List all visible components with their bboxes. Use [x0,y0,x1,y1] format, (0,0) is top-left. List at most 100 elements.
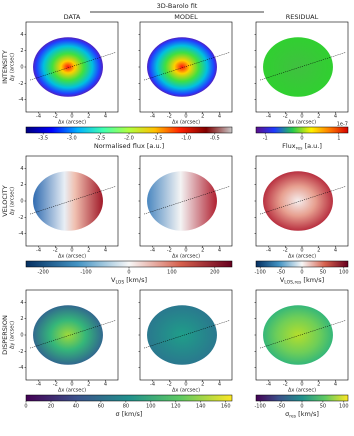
x-tick-label: 4 [104,248,107,254]
major-axis [259,52,347,81]
y-tick-label: 4 [20,32,23,38]
colorbar-tick-label: -0.5 [210,136,220,142]
map [263,305,333,365]
x-tick-label: -4 [36,248,41,254]
x-tick-label: 2 [201,248,204,254]
x-axis-label: Δx (arcsec) [172,120,200,126]
x-tick-label: 0 [300,382,303,388]
y-axis-label: Δy (arcsec) [10,321,16,349]
major-axis [29,320,117,349]
colorbar-tick-label: 60 [98,404,104,410]
x-tick-label: 2 [317,382,320,388]
x-axis-label: Δx (arcsec) [58,254,86,260]
label-main: V [280,276,285,284]
colorbar-offset: 1e-7 [337,122,348,128]
colorbar-tick-label: 0 [300,404,303,410]
x-tick-label: 2 [87,248,90,254]
y-tick-label: -4 [19,231,24,237]
x-tick-label: 0 [184,382,187,388]
x-axis-label: Δx (arcsec) [172,388,200,394]
colorbar-tick-label: 50 [320,270,326,276]
x-tick-label: -2 [283,382,288,388]
x-tick-label: -2 [283,114,288,120]
colorbar [255,126,349,134]
x-tick-label: 2 [317,114,320,120]
figure-title: 3D-Barolo fit [157,2,198,10]
x-tick-label: -2 [283,248,288,254]
row-label: DISPERSION [1,315,9,355]
colorbar-tick-label: 160 [221,404,231,410]
map [147,37,217,97]
y-tick-label: 4 [20,166,23,172]
x-tick-label: -2 [167,248,172,254]
x-tick-label: -2 [167,382,172,388]
y-tick-label: 2 [20,182,23,188]
colorbar-tick-label: -2.5 [96,136,106,142]
colorbar-tick-label: 0 [127,270,130,276]
colorbar-tick-label: 200 [210,270,220,276]
y-tick-label: 0 [20,65,23,71]
label-subscript: LOS,res [284,279,302,285]
x-tick-label: 4 [104,382,107,388]
y-tick-label: 0 [20,199,23,205]
colorbar-tick-label: 1 [337,136,340,142]
x-axis-label: Δx (arcsec) [172,254,200,260]
map [33,171,103,231]
x-tick-label: 4 [334,248,337,254]
colorbar-tick-label: 0 [24,404,27,410]
x-axis-label: Δx (arcsec) [58,120,86,126]
x-tick-label: 2 [87,114,90,120]
major-axis [259,320,347,349]
x-tick-label: 0 [70,248,73,254]
x-tick-label: -2 [53,382,58,388]
colorbar-tick-label: 100 [339,270,349,276]
y-tick-label: -2 [19,215,24,221]
label-unit: [km/s] [124,276,147,284]
major-axis [143,320,231,349]
x-tick-label: -2 [53,248,58,254]
colorbar-tick-label: -1 [263,136,268,142]
y-tick-label: -2 [19,81,24,87]
x-axis-label: Δx (arcsec) [288,120,316,126]
x-tick-label: -4 [150,248,155,254]
x-tick-label: -4 [266,382,271,388]
x-tick-label: 0 [70,114,73,120]
colorbar-tick-label: 100 [146,404,156,410]
colorbar-tick-label: -100 [80,270,91,276]
colorbar [25,126,233,134]
row-label: INTENSITY [1,50,9,84]
x-tick-label: 4 [218,382,221,388]
colorbar-tick-label: -100 [255,404,266,410]
label-subscript: LOS [115,279,124,285]
y-tick-label: -4 [19,97,24,103]
colorbar-tick-label: 120 [171,404,181,410]
x-tick-label: 0 [70,382,73,388]
label-main: Normalised flux [a.u.] [94,142,164,150]
x-tick-label: -4 [150,114,155,120]
x-tick-label: 2 [87,382,90,388]
x-tick-label: 2 [317,248,320,254]
label-unit: [km/s] [301,276,324,284]
colorbar-tick-label: 100 [339,404,349,410]
label-main: σ [285,410,289,418]
x-tick-label: -2 [53,114,58,120]
colorbar-tick-label: 140 [196,404,206,410]
column-header: RESIDUAL [286,13,319,21]
y-axis-label: Δy (arcsec) [10,187,16,215]
colorbar-label: VLOS,res [km/s] [280,276,324,285]
label-subscript: res [296,145,304,151]
colorbar-tick-label: -50 [277,270,285,276]
colorbar-tick-label: -1.0 [181,136,191,142]
colorbar-tick-label: -1.5 [153,136,163,142]
x-axis-label: Δx (arcsec) [58,388,86,394]
colorbar [25,394,233,402]
major-axis [143,52,231,81]
major-axis [259,186,347,215]
x-tick-label: 4 [218,114,221,120]
colorbar [255,260,349,268]
major-axis [29,52,117,81]
x-tick-label: -4 [36,114,41,120]
label-subscript: res [289,413,297,419]
y-axis-label: Δy (arcsec) [10,53,16,81]
